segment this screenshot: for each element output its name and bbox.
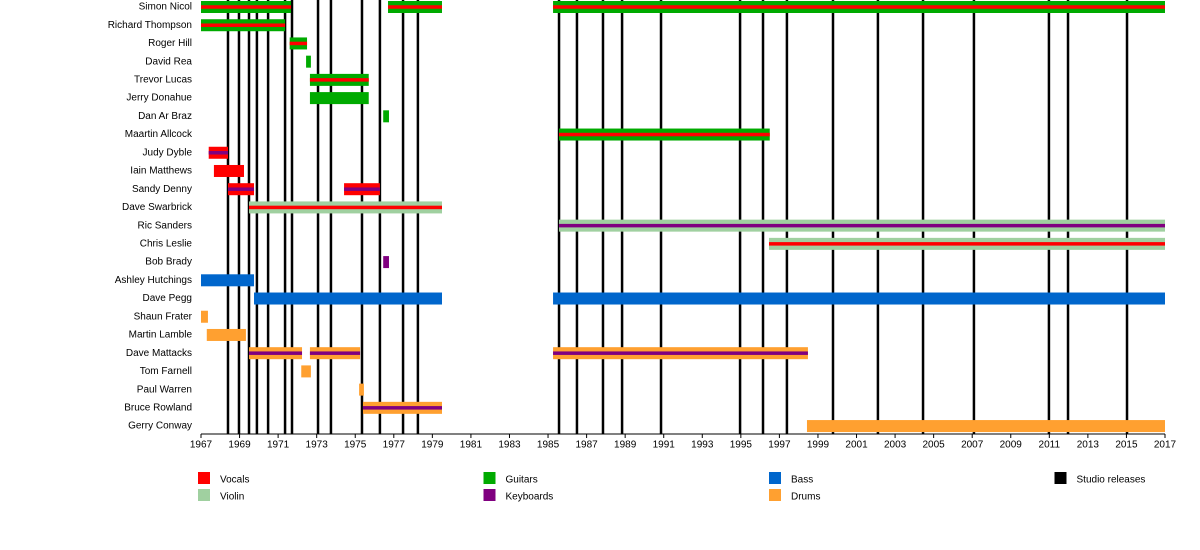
x-tick-label: 1993 <box>691 440 714 451</box>
legend-swatch <box>769 489 781 501</box>
member-label: Dave Pegg <box>143 293 192 304</box>
member-label: Maartin Allcock <box>125 129 193 140</box>
period-stripe <box>249 205 442 210</box>
legend-label: Bass <box>791 475 813 486</box>
x-tick-label: 2007 <box>961 440 984 451</box>
member-label: Jerry Donahue <box>126 93 192 104</box>
member-label: Dave Mattacks <box>126 348 192 359</box>
member-label: Gerry Conway <box>128 421 192 432</box>
x-tick-label: 2017 <box>1154 440 1177 451</box>
legend-swatch <box>198 489 210 501</box>
legend-swatch <box>769 472 781 484</box>
legend-swatch <box>483 472 496 484</box>
x-tick-label: 1985 <box>537 440 560 451</box>
period-stripe <box>249 351 303 355</box>
x-tick-label: 1991 <box>653 440 676 451</box>
period-stripe <box>559 132 770 137</box>
member-label: Dan Ar Braz <box>138 111 192 122</box>
period-bar <box>309 92 369 105</box>
legend-label: Drums <box>791 492 820 503</box>
member-label: Chris Leslie <box>140 239 193 250</box>
member-label: Dave Swarbrick <box>122 202 193 213</box>
member-label: Simon Nicol <box>139 2 192 13</box>
legend-label: Vocals <box>220 475 249 486</box>
member-label: Richard Thompson <box>108 20 192 31</box>
member-label: Martin Lamble <box>129 330 193 341</box>
period-stripe <box>227 187 255 191</box>
period-stripe <box>201 5 292 9</box>
period-stripe <box>559 223 1165 228</box>
x-tick-label: 1997 <box>768 440 791 451</box>
x-tick-label: 2005 <box>923 440 946 451</box>
period-bar <box>213 164 244 177</box>
x-tick-label: 2003 <box>884 440 907 451</box>
legend-label: Studio releases <box>1077 475 1146 486</box>
period-stripe <box>768 242 1165 246</box>
period-stripe <box>553 5 1165 9</box>
member-label: Shaun Frater <box>134 311 193 322</box>
period-stripe <box>362 406 442 410</box>
period-stripe <box>309 78 369 82</box>
member-label: David Rea <box>145 56 192 67</box>
period-stripe <box>201 23 286 27</box>
period-stripe <box>553 351 808 355</box>
period-bar <box>201 310 208 323</box>
x-tick-label: 1989 <box>614 440 637 451</box>
period-bar <box>359 383 364 396</box>
x-tick-label: 2001 <box>845 440 868 451</box>
member-label: Roger Hill <box>148 38 192 49</box>
x-tick-label: 1971 <box>267 440 290 451</box>
period-stripe <box>344 187 380 191</box>
legend-swatch <box>198 472 210 484</box>
x-tick-label: 1975 <box>344 440 367 451</box>
member-label: Bob Brady <box>145 257 192 268</box>
member-label: Ric Sanders <box>138 220 192 231</box>
x-tick-label: 1977 <box>383 440 406 451</box>
period-bar <box>301 365 311 378</box>
x-tick-label: 2009 <box>1000 440 1023 451</box>
x-tick-label: 2015 <box>1115 440 1138 451</box>
member-label: Sandy Denny <box>132 184 192 195</box>
member-label: Iain Matthews <box>130 166 192 177</box>
legend-swatch <box>483 489 496 501</box>
legend-label: Violin <box>220 492 244 503</box>
period-bar <box>383 256 389 269</box>
legend-swatch <box>1054 472 1067 484</box>
x-tick-label: 1967 <box>190 440 213 451</box>
x-tick-label: 1999 <box>807 440 830 451</box>
legend-label: Guitars <box>506 475 538 486</box>
x-tick-label: 2013 <box>1077 440 1100 451</box>
period-bar <box>806 420 1165 433</box>
period-bar <box>383 110 389 123</box>
period-stripe <box>388 5 442 9</box>
x-tick-label: 1983 <box>498 440 521 451</box>
x-tick-label: 1973 <box>306 440 329 451</box>
x-tick-label: 1987 <box>575 440 598 451</box>
x-tick-label: 1981 <box>460 440 483 451</box>
member-label: Judy Dyble <box>143 147 193 158</box>
member-label: Trevor Lucas <box>134 75 192 86</box>
period-stripe <box>208 151 228 155</box>
x-tick-label: 1995 <box>730 440 753 451</box>
period-bar <box>306 55 311 68</box>
period-bar <box>206 328 246 341</box>
period-stripe <box>289 41 308 46</box>
legend-label: Keyboards <box>506 492 554 503</box>
member-label: Tom Farnell <box>140 366 192 377</box>
period-bar <box>254 292 442 305</box>
member-label: Ashley Hutchings <box>115 275 192 286</box>
period-bar <box>553 292 1165 305</box>
x-tick-label: 2011 <box>1039 440 1061 451</box>
member-label: Paul Warren <box>137 384 192 395</box>
period-stripe <box>309 351 361 355</box>
x-tick-label: 1979 <box>421 440 444 451</box>
x-tick-label: 1969 <box>228 440 251 451</box>
period-bar <box>201 274 255 287</box>
member-label: Bruce Rowland <box>124 402 192 413</box>
